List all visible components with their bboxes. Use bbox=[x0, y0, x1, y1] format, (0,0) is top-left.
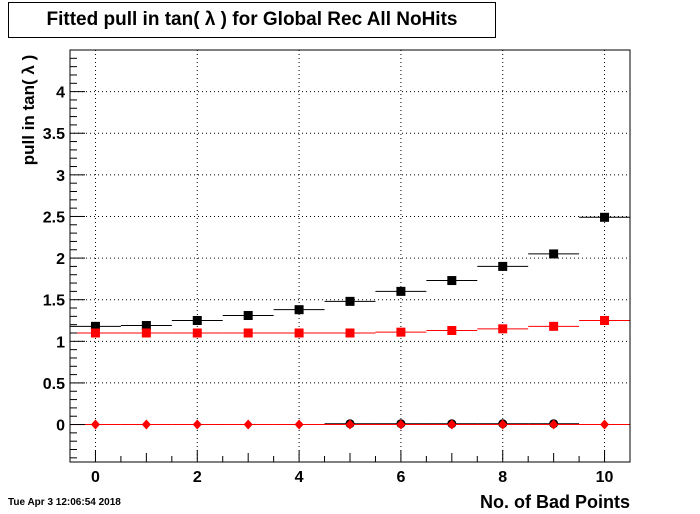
ticks: 0 2 4 6 8 10 0 0.5 1 1.5 2 2.5 3 3.5 4 bbox=[43, 49, 631, 486]
data-point bbox=[447, 419, 457, 430]
y-axis-label: pull in tan( λ ) bbox=[19, 54, 38, 166]
data-point bbox=[600, 316, 610, 326]
series-1 bbox=[70, 316, 630, 338]
y-tick-label: 4 bbox=[56, 85, 65, 102]
y-tick-label: 3.5 bbox=[43, 126, 65, 143]
data-point bbox=[447, 325, 457, 335]
data-point bbox=[243, 419, 253, 430]
x-tick-label: 0 bbox=[91, 469, 100, 486]
data-point bbox=[600, 212, 610, 222]
data-point bbox=[141, 320, 151, 330]
grid bbox=[70, 50, 630, 462]
data-point bbox=[600, 419, 610, 430]
timestamp: Tue Apr 3 12:06:54 2018 bbox=[8, 497, 121, 508]
series-layer bbox=[70, 212, 630, 430]
data-point bbox=[90, 328, 100, 338]
data-point bbox=[345, 419, 355, 430]
data-point bbox=[549, 321, 559, 331]
chart-title: Fitted pull in tan( λ ) for Global Rec A… bbox=[8, 2, 496, 38]
data-point bbox=[192, 316, 202, 326]
data-point bbox=[141, 419, 151, 430]
x-tick-label: 6 bbox=[396, 469, 405, 486]
x-axis-label: No. of Bad Points bbox=[480, 492, 630, 512]
data-point bbox=[294, 305, 304, 315]
y-tick-label: 2 bbox=[56, 251, 65, 268]
y-tick-label: 2.5 bbox=[43, 209, 65, 226]
y-tick-label: 1.5 bbox=[43, 293, 65, 310]
data-point bbox=[396, 286, 406, 296]
data-point bbox=[243, 311, 253, 321]
data-point bbox=[90, 321, 100, 331]
data-point bbox=[294, 328, 304, 338]
x-tick-label: 8 bbox=[498, 469, 507, 486]
data-point bbox=[498, 324, 508, 334]
data-point bbox=[396, 327, 406, 337]
x-tick-label: 2 bbox=[193, 469, 202, 486]
data-point bbox=[549, 249, 559, 259]
data-point bbox=[192, 328, 202, 338]
y-tick-label: 0 bbox=[56, 418, 65, 435]
data-point bbox=[498, 419, 508, 430]
data-point bbox=[294, 419, 304, 430]
y-tick-label: 1 bbox=[56, 334, 65, 351]
data-point bbox=[396, 419, 406, 430]
series-0 bbox=[70, 212, 630, 331]
data-point bbox=[90, 419, 100, 430]
plot-frame bbox=[69, 49, 631, 463]
series-3 bbox=[70, 419, 630, 430]
x-tick-label: 4 bbox=[295, 469, 304, 486]
y-tick-label: 3 bbox=[56, 168, 65, 185]
data-point bbox=[549, 419, 559, 430]
data-point bbox=[447, 276, 457, 286]
x-tick-label: 10 bbox=[596, 469, 614, 486]
data-point bbox=[498, 261, 508, 271]
data-point bbox=[243, 328, 253, 338]
data-point bbox=[141, 328, 151, 338]
data-point bbox=[345, 296, 355, 306]
data-point bbox=[345, 328, 355, 338]
y-tick-label: 0.5 bbox=[43, 376, 65, 393]
data-point bbox=[192, 419, 202, 430]
